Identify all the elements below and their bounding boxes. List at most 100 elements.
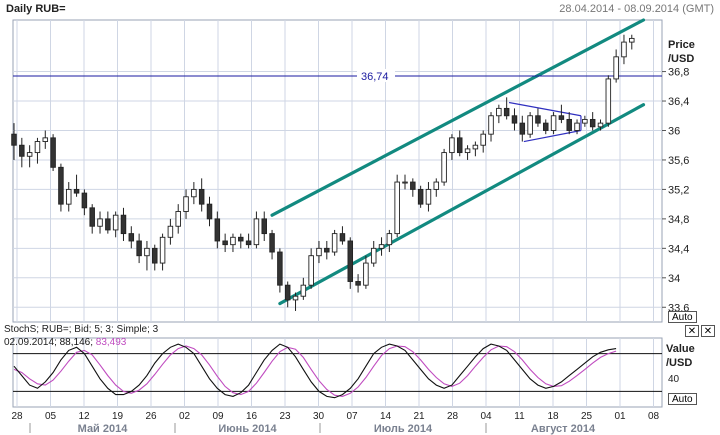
candle-body [277,251,283,286]
candle-body [58,166,64,205]
candle-body [238,236,244,242]
candle-body [566,118,572,131]
x-tick-label: 26 [145,411,157,422]
chart-title: Daily RUB= [6,3,66,15]
candle-body [324,247,330,253]
candle-body [261,218,267,235]
candle-body [339,233,346,242]
candle-body [472,144,479,150]
price-close-button[interactable]: ✕ [701,325,715,337]
x-tick-label: 09 [212,411,224,422]
candle-body [629,37,635,43]
candle-body [214,218,221,242]
hline-label: 36,74 [361,71,389,83]
candle-body [222,240,228,246]
y-tick-label: 35,2 [668,184,689,196]
candle-body [417,188,424,205]
candle-body [89,207,95,227]
candle-body [550,115,557,131]
indicator-auto-scale-button[interactable]: Auto [668,393,697,405]
candle-body [284,284,291,301]
x-tick-label: 08 [648,411,660,422]
x-tick-label: 12 [78,411,90,422]
candle-body [112,214,119,231]
x-tick-label: 30 [313,411,325,422]
candle-body [159,236,166,264]
candle-body [363,262,369,286]
candle-body [378,244,385,249]
indicator-close-button[interactable]: ✕ [685,325,699,337]
y-tick-label: 36 [668,125,680,137]
readout-separator: ; [54,337,60,348]
readout-separator: ; [90,337,96,348]
candle-body [410,181,416,190]
candle-body [292,295,299,301]
x-tick-label: 11 [514,411,525,422]
x-tick-label: 19 [112,411,124,422]
candle-body [605,78,612,124]
candle-body [558,115,565,120]
candle-body [144,247,150,257]
candle-body [81,192,88,209]
candle-body [42,137,49,142]
candle-body [496,107,502,117]
candle-body [26,152,33,157]
indicator-axis-unit: /USD [666,357,692,369]
channel-upper-line [270,18,646,217]
candle-body [97,218,103,227]
x-tick-label: 28 [447,411,459,422]
readout-k-value: 88,146 [59,337,91,348]
candle-body [73,188,80,194]
candle-body [355,281,361,286]
candle-body [206,203,213,220]
y-tick-label: 36,4 [668,96,689,108]
candle-body [449,137,455,154]
readout-d-value: 83,493 [95,337,127,348]
candle-body [527,115,533,135]
trend-channels[interactable] [270,18,646,306]
candle-body [34,141,41,154]
candle-body [543,122,549,131]
channel-lower-line [278,103,646,306]
price-auto-scale-button[interactable]: Auto [668,311,697,323]
candle-body [582,118,588,124]
candle-body [464,148,471,154]
candle-body [245,240,252,246]
candle-body [589,118,596,128]
price-axis-unit: /USD [668,53,694,65]
candle-body [269,233,275,253]
x-tick-label: 04 [480,411,492,422]
readout-date: 02.09.2014 [4,337,55,348]
y-tick-label: 34,4 [668,243,689,255]
y-tick-label: 36,8 [668,67,689,79]
candlesticks [11,34,635,311]
candle-body [175,211,181,227]
x-tick-label: 23 [279,411,291,422]
candle-body [535,115,541,124]
x-tick-label: 07 [346,411,358,422]
horizontal-line[interactable]: 36,74 [13,68,662,83]
price-plot-area[interactable] [12,19,663,323]
candle-body [120,214,127,235]
y-tick-label: 34 [668,273,680,285]
candle-body [191,188,197,198]
candle-body [50,137,56,168]
candle-body [136,240,142,257]
candle-body [128,233,135,242]
indicator-readout: 02.09.2014; 88,146; 83,493 [4,337,126,348]
candle-body [331,233,338,253]
candle-body [11,133,17,146]
x-tick-label: 28 [11,411,23,422]
y-tick-label: 34,8 [668,214,689,226]
stoch-k-line [13,343,617,399]
x-tick-label: 02 [179,411,191,422]
close-icon: ✕ [703,326,713,337]
candle-body [19,144,25,157]
month-label: Август 2014 [531,423,596,435]
candle-body [183,196,189,212]
candle-body [316,247,322,257]
candle-body [402,181,408,184]
chart-header: Daily RUB= 28.04.2014 - 08.09.2014 (GMT) [0,0,720,19]
month-label: Май 2014 [78,423,129,435]
